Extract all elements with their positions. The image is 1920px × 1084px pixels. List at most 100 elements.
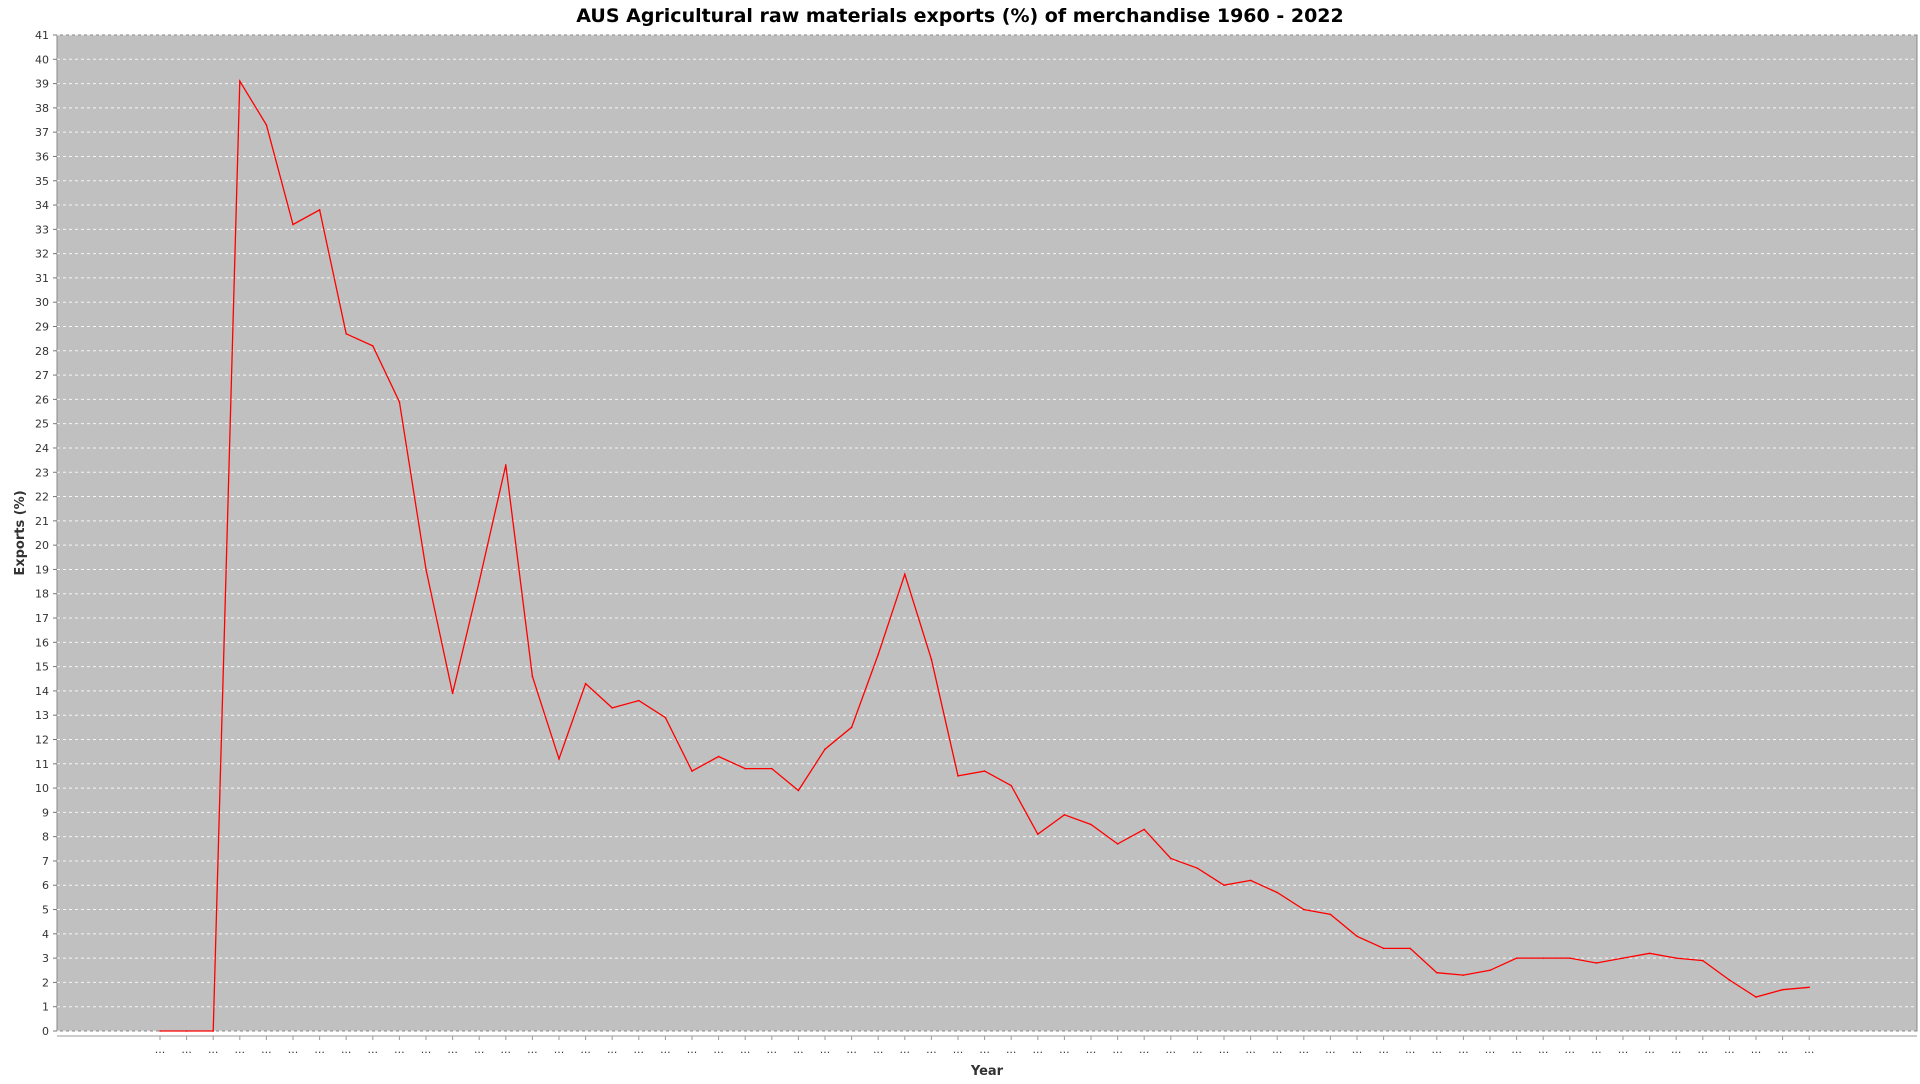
data-point: [1569, 957, 1571, 959]
y-tick-label: 3: [42, 952, 49, 965]
x-tick-label: ...: [1352, 1043, 1363, 1056]
y-tick-label: 23: [35, 466, 49, 479]
data-point: [292, 223, 294, 226]
x-tick-label: ...: [1804, 1043, 1815, 1056]
x-tick-label: ...: [527, 1043, 538, 1056]
x-tick-label: ...: [421, 1043, 432, 1056]
data-point: [1196, 867, 1199, 870]
y-tick-label: 35: [35, 175, 49, 188]
y-axis: 0123456789101112131415161718192021222324…: [35, 29, 57, 1038]
x-tick-label: ...: [687, 1043, 698, 1056]
x-tick-label: ...: [846, 1043, 857, 1056]
plot-area: [56, 34, 1918, 1032]
x-tick-label: ...: [1618, 1043, 1629, 1056]
x-tick-label: ...: [767, 1043, 778, 1056]
y-tick-label: 30: [35, 296, 49, 309]
data-point: [824, 748, 826, 751]
y-tick-label: 33: [35, 223, 49, 236]
y-tick-label: 0: [42, 1025, 49, 1038]
y-tick-label: 7: [42, 855, 49, 868]
y-tick-label: 36: [35, 150, 49, 163]
data-point: [505, 464, 507, 466]
data-point: [1648, 952, 1651, 955]
x-tick-label: ...: [926, 1043, 937, 1056]
x-tick-label: ...: [235, 1043, 246, 1056]
data-point: [478, 580, 481, 583]
x-tick-label: ...: [314, 1043, 325, 1056]
y-tick-label: 28: [35, 345, 49, 358]
y-tick-label: 12: [35, 733, 49, 746]
x-tick-label: ...: [447, 1043, 458, 1056]
x-tick-label: ...: [155, 1043, 166, 1056]
y-tick-label: 41: [35, 29, 49, 42]
data-point: [1755, 996, 1757, 998]
data-point: [957, 775, 959, 777]
y-tick-label: 13: [35, 709, 49, 722]
data-point: [185, 1030, 188, 1032]
data-point: [611, 707, 613, 709]
y-tick-label: 4: [42, 928, 49, 941]
data-point: [398, 401, 401, 403]
x-tick-label: ...: [474, 1043, 485, 1056]
data-point: [1542, 957, 1544, 959]
y-tick-label: 31: [35, 272, 49, 285]
data-point: [1063, 813, 1066, 816]
x-tick-label: ...: [713, 1043, 724, 1056]
data-point: [1462, 974, 1465, 976]
x-tick-label: ...: [554, 1043, 565, 1056]
data-point: [1303, 908, 1305, 911]
data-point: [558, 758, 560, 760]
y-tick-label: 24: [35, 442, 49, 455]
data-point: [1170, 857, 1172, 860]
chart-title: AUS Agricultural raw materials exports (…: [576, 5, 1343, 27]
y-tick-label: 38: [35, 102, 49, 115]
y-tick-label: 19: [35, 563, 49, 576]
y-tick-label: 18: [35, 588, 49, 601]
data-point: [1436, 971, 1438, 974]
x-tick-label: ...: [1644, 1043, 1655, 1056]
data-point: [1675, 957, 1677, 959]
x-tick-label: ...: [979, 1043, 990, 1056]
x-tick-label: ...: [953, 1043, 964, 1056]
series-layer: [159, 78, 1810, 1032]
y-tick-label: 2: [42, 976, 49, 989]
x-tick-label: ...: [1272, 1043, 1283, 1056]
y-tick-label: 10: [35, 782, 49, 795]
x-tick-label: ...: [1511, 1043, 1522, 1056]
y-tick-label: 16: [35, 636, 49, 649]
y-tick-label: 9: [42, 806, 49, 819]
x-tick-label: ...: [1245, 1043, 1256, 1056]
data-point: [1116, 843, 1119, 845]
x-tick-label: ...: [1325, 1043, 1336, 1056]
x-tick-label: ...: [341, 1043, 352, 1056]
data-point: [664, 716, 667, 719]
data-point: [1090, 823, 1092, 826]
data-point: [584, 682, 587, 685]
x-tick-label: ...: [634, 1043, 645, 1056]
data-point: [1329, 913, 1332, 916]
y-tick-label: 27: [35, 369, 49, 382]
data-point: [159, 1030, 161, 1032]
data-point: [425, 568, 427, 571]
data-point: [1595, 962, 1598, 964]
x-tick-label: ...: [1033, 1043, 1044, 1056]
y-tick-label: 11: [35, 758, 49, 771]
y-tick-label: 5: [42, 904, 49, 917]
y-tick-label: 8: [42, 831, 49, 844]
y-tick-label: 34: [35, 199, 49, 212]
data-point: [1622, 957, 1624, 959]
data-point: [638, 699, 640, 702]
data-point: [691, 770, 693, 772]
data-point: [531, 675, 534, 678]
data-point: [318, 209, 321, 211]
x-tick-label: ...: [1591, 1043, 1602, 1056]
data-point: [451, 692, 454, 695]
x-tick-label: ...: [1192, 1043, 1203, 1056]
x-tick-label: ...: [1139, 1043, 1150, 1056]
x-tick-label: ...: [660, 1043, 671, 1056]
y-tick-label: 14: [35, 685, 49, 698]
data-point: [797, 789, 800, 792]
x-tick-label: ...: [1166, 1043, 1177, 1056]
